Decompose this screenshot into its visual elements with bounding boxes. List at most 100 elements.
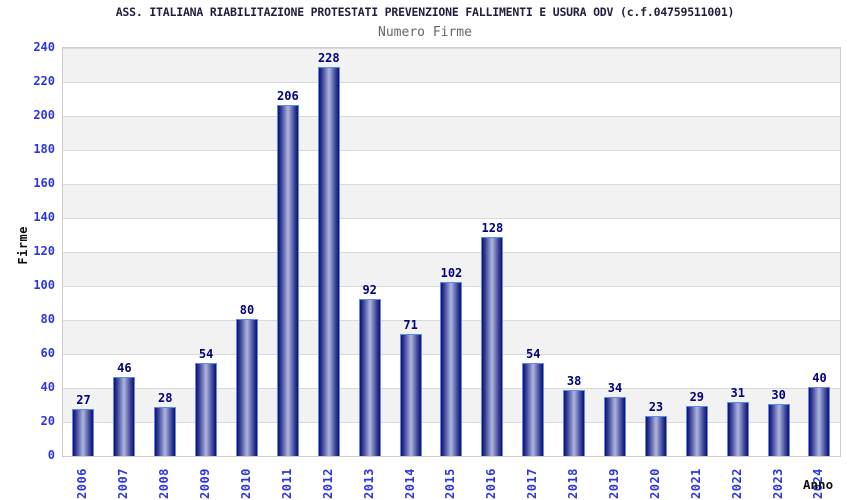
bar-value-label-2012: 228 — [317, 51, 340, 65]
bar-cell-2007: 46 — [104, 48, 145, 456]
bar-2013 — [358, 299, 381, 456]
y-tick-label-220: 220 — [33, 74, 55, 88]
y-tick-label-160: 160 — [33, 176, 55, 190]
bar-cell-2016: 128 — [472, 48, 513, 456]
y-tick-label-120: 120 — [33, 244, 55, 258]
bar-2019 — [604, 397, 627, 456]
x-tick-cell-2012: 2012 — [307, 459, 348, 499]
bar-cell-2009: 54 — [186, 48, 227, 456]
x-tick-label-2016: 2016 — [484, 468, 499, 499]
x-tick-cell-2017: 2017 — [512, 459, 553, 499]
y-tick-label-0: 0 — [47, 448, 55, 462]
y-tick-label-80: 80 — [40, 312, 55, 326]
bar-value-label-2020: 23 — [648, 400, 664, 414]
x-tick-label-2007: 2007 — [116, 468, 131, 499]
x-axis-tick-labels: 2006 2007 2008 2009 2010 2011 2012 2013 2014 2015… — [62, 459, 839, 499]
bar-cell-2019: 34 — [595, 48, 636, 456]
bar-cell-2011: 206 — [267, 48, 308, 456]
bar-cell-2010: 80 — [227, 48, 268, 456]
bar-value-label-2019: 34 — [607, 381, 623, 395]
bar-value-label-2008: 28 — [158, 391, 173, 405]
x-tick-cell-2010: 2010 — [226, 459, 267, 499]
bar-value-label-2007: 46 — [117, 361, 132, 375]
x-tick-label-2006: 2006 — [75, 468, 90, 499]
x-tick-label-2013: 2013 — [361, 468, 376, 499]
bar-value-label-2018: 38 — [566, 374, 582, 388]
x-tick-cell-2009: 2009 — [185, 459, 226, 499]
bar-value-label-2023: 30 — [771, 388, 786, 402]
bar-2022 — [726, 402, 749, 456]
bar-2015 — [440, 282, 463, 456]
bar-2024 — [808, 387, 831, 456]
bar-cell-2020: 23 — [635, 48, 676, 456]
y-tick-label-60: 60 — [40, 346, 55, 360]
x-tick-cell-2013: 2013 — [348, 459, 389, 499]
bar-cell-2006: 27 — [63, 48, 104, 456]
bar-2011 — [276, 105, 299, 456]
x-tick-label-2011: 2011 — [279, 468, 294, 499]
bar-cell-2021: 29 — [676, 48, 717, 456]
bar-cell-2014: 71 — [390, 48, 431, 456]
bar-cell-2024: 40 — [799, 48, 840, 456]
bar-value-label-2013: 92 — [362, 283, 377, 297]
x-tick-cell-2007: 2007 — [103, 459, 144, 499]
bar-cell-2015: 102 — [431, 48, 472, 456]
y-tick-label-180: 180 — [33, 142, 55, 156]
x-tick-label-2023: 2023 — [770, 468, 785, 499]
bar-cell-2018: 38 — [554, 48, 595, 456]
bar-2021 — [685, 406, 708, 456]
x-tick-label-2019: 2019 — [607, 468, 622, 499]
x-tick-label-2008: 2008 — [157, 468, 172, 499]
x-tick-label-2014: 2014 — [402, 468, 417, 499]
bar-2009 — [195, 363, 218, 456]
x-tick-cell-2015: 2015 — [430, 459, 471, 499]
chart-title: ASS. ITALIANA RIABILITAZIONE PROTESTATI … — [115, 5, 735, 19]
x-tick-label-2010: 2010 — [239, 468, 253, 499]
bar-2010 — [236, 319, 258, 456]
bar-value-label-2014: 71 — [403, 318, 418, 332]
x-tick-cell-2020: 2020 — [634, 459, 675, 499]
x-tick-label-2020: 2020 — [647, 468, 662, 499]
bar-value-label-2010: 80 — [239, 303, 255, 317]
bar-cell-2017: 54 — [513, 48, 554, 456]
bar-cell-2013: 92 — [349, 48, 390, 456]
y-axis-tick-labels: 0 20 40 60 80 100 120 140 160 180 200 220 240 — [0, 40, 55, 462]
bar-value-label-2011: 206 — [277, 89, 299, 103]
x-tick-label-2021: 2021 — [688, 468, 703, 499]
bar-2017 — [522, 363, 545, 456]
y-tick-label-40: 40 — [40, 380, 55, 394]
bar-2018 — [563, 390, 586, 456]
bar-cell-2012: 228 — [308, 48, 349, 456]
bar-value-label-2022: 31 — [730, 386, 745, 400]
bar-value-label-2015: 102 — [440, 266, 463, 280]
x-tick-label-2009: 2009 — [198, 468, 213, 499]
x-tick-cell-2006: 2006 — [62, 459, 103, 499]
y-tick-label-20: 20 — [40, 414, 55, 428]
y-tick-label-240: 240 — [33, 40, 55, 54]
bar-cell-2008: 28 — [145, 48, 186, 456]
bar-2016 — [481, 237, 504, 456]
bar-cell-2022: 31 — [717, 48, 758, 456]
x-tick-label-2012: 2012 — [320, 468, 335, 499]
bar-2006 — [72, 409, 95, 456]
x-tick-cell-2008: 2008 — [144, 459, 185, 499]
x-tick-cell-2014: 2014 — [389, 459, 430, 499]
x-tick-cell-2018: 2018 — [553, 459, 594, 499]
bar-series: 27 46 28 54 80 206 228 92 71 102 128 54 38 34 23 29 31 30… — [63, 48, 840, 456]
x-tick-cell-2022: 2022 — [716, 459, 757, 499]
bar-value-label-2006: 27 — [76, 393, 91, 407]
y-tick-label-100: 100 — [33, 278, 55, 292]
bar-value-label-2024: 40 — [812, 371, 827, 385]
bar-2012 — [317, 67, 340, 456]
x-tick-label-2017: 2017 — [525, 468, 540, 499]
bar-2020 — [644, 416, 667, 456]
x-tick-cell-2019: 2019 — [594, 459, 635, 499]
chart-subtitle: Numero Firme — [378, 25, 472, 40]
x-tick-cell-2023: 2023 — [757, 459, 798, 499]
bar-cell-2023: 30 — [758, 48, 799, 456]
x-axis-title: Anno — [803, 477, 834, 492]
bar-2014 — [399, 334, 422, 456]
bar-value-label-2009: 54 — [198, 347, 214, 361]
bar-value-label-2017: 54 — [526, 347, 541, 361]
bar-2008 — [154, 407, 177, 456]
